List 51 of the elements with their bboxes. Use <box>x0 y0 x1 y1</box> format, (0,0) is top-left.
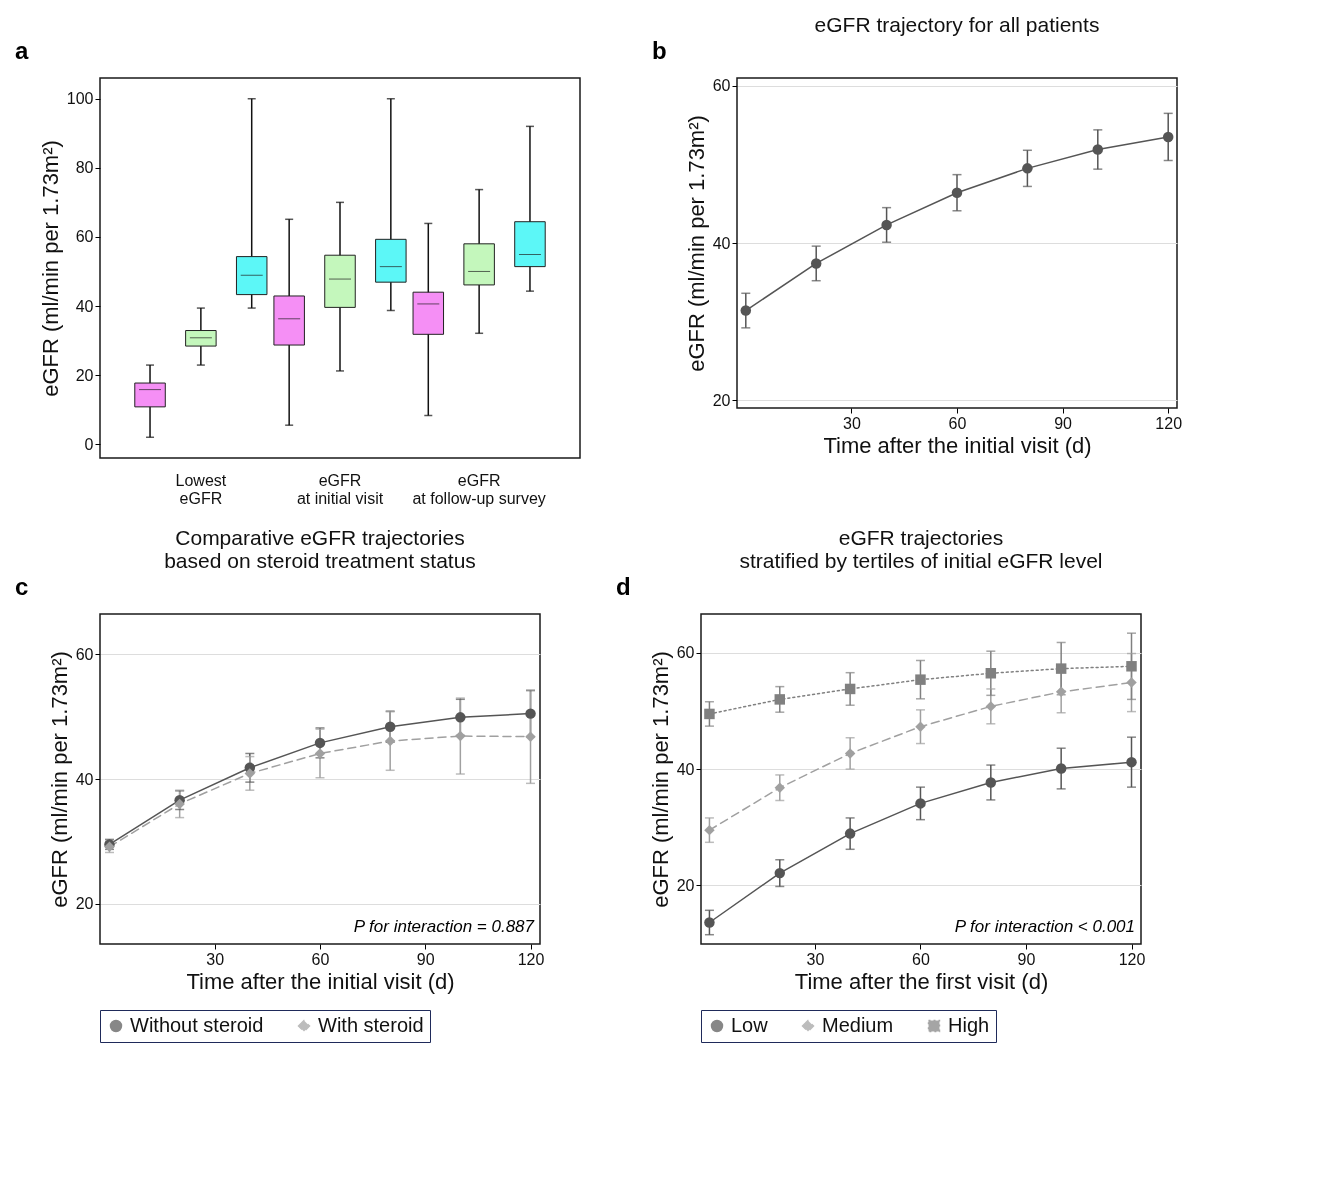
x-tick-label: eGFR at follow-up survey <box>412 471 546 507</box>
text: b <box>652 37 667 64</box>
y-tick-label: 40 <box>712 234 731 252</box>
y-tick-label: 20 <box>75 895 94 913</box>
y-tick-label: 20 <box>75 366 94 384</box>
y-tick-label: 20 <box>712 391 731 409</box>
x-tick-label: 60 <box>912 950 930 968</box>
y-tick-label: 20 <box>676 876 695 894</box>
x-axis-title: Time after the first visit (d) <box>794 968 1049 994</box>
chart-title: eGFR trajectory for all patients <box>814 13 1100 36</box>
annotation: P for interaction = 0.887 <box>353 917 535 936</box>
y-axis-title: eGFR (ml/min per 1.73m²) <box>683 115 709 372</box>
legend-label: Without steroid <box>130 1014 264 1036</box>
x-tick-label: eGFR at initial visit <box>296 471 384 507</box>
x-tick-label: 120 <box>1155 414 1183 432</box>
y-tick-label: 40 <box>75 770 94 788</box>
x-tick-label: 90 <box>1017 950 1036 968</box>
y-tick-label: 80 <box>75 159 94 177</box>
x-tick-label: 90 <box>416 950 435 968</box>
x-tick-label: 90 <box>1054 414 1073 432</box>
y-tick-label: 60 <box>75 645 94 663</box>
legend-label: High <box>948 1014 990 1036</box>
x-axis-title: Time after the initial visit (d) <box>823 432 1092 458</box>
x-tick-label: 30 <box>843 414 861 432</box>
chart-title: eGFR trajectories stratified by tertiles of initial eGFR level <box>739 526 1103 572</box>
y-axis-title: eGFR (ml/min per 1.73m²) <box>37 140 63 397</box>
x-tick-label: 120 <box>517 950 545 968</box>
legend-label: Medium <box>822 1014 894 1036</box>
text: c <box>15 573 29 600</box>
legend-label: Low <box>731 1014 769 1036</box>
text: a <box>15 37 29 64</box>
y-tick-label: 0 <box>84 435 94 453</box>
y-tick-label: 60 <box>75 228 94 246</box>
legend-label: With steroid <box>318 1014 424 1036</box>
x-tick-label: 30 <box>206 950 225 968</box>
y-tick-label: 40 <box>676 760 695 778</box>
chart-title: Comparative eGFR trajectories based on steroid treatment status <box>164 526 476 572</box>
y-tick-label: 100 <box>66 90 94 108</box>
x-tick-label: 60 <box>311 950 330 968</box>
x-tick-label: 120 <box>1118 950 1146 968</box>
y-tick-label: 60 <box>712 77 731 95</box>
text: d <box>616 573 631 600</box>
x-tick-label: 60 <box>948 414 967 432</box>
annotation: P for interaction < 0.001 <box>954 917 1135 936</box>
x-tick-label: Lowest eGFR <box>175 471 227 507</box>
y-tick-label: 60 <box>676 644 695 662</box>
x-axis-title: Time after the initial visit (d) <box>186 968 455 994</box>
x-tick-label: 30 <box>806 950 825 968</box>
y-axis-title: eGFR (ml/min per 1.73m²) <box>46 651 72 908</box>
y-axis-title: eGFR (ml/min per 1.73m²) <box>647 651 673 908</box>
y-tick-label: 40 <box>75 297 94 315</box>
